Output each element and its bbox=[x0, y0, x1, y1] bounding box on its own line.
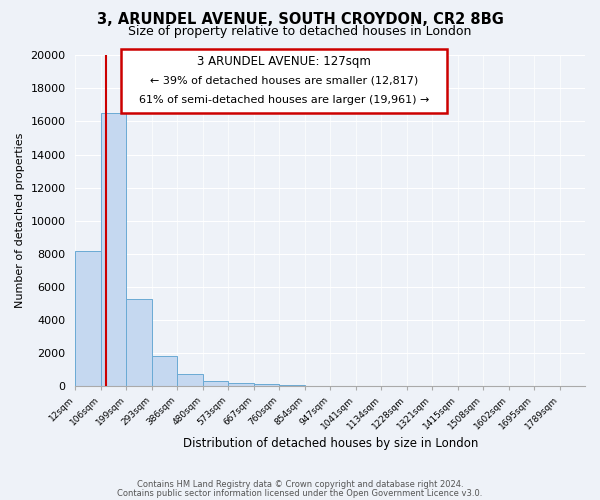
Bar bbox=[152, 356, 178, 386]
Text: Contains public sector information licensed under the Open Government Licence v3: Contains public sector information licen… bbox=[118, 488, 482, 498]
Text: 3, ARUNDEL AVENUE, SOUTH CROYDON, CR2 8BG: 3, ARUNDEL AVENUE, SOUTH CROYDON, CR2 8B… bbox=[97, 12, 503, 28]
Text: Size of property relative to detached houses in London: Size of property relative to detached ho… bbox=[128, 25, 472, 38]
Y-axis label: Number of detached properties: Number of detached properties bbox=[15, 133, 25, 308]
Bar bbox=[127, 298, 152, 386]
Bar bbox=[203, 382, 228, 386]
Bar bbox=[228, 383, 254, 386]
Text: 61% of semi-detached houses are larger (19,961) →: 61% of semi-detached houses are larger (… bbox=[139, 96, 430, 106]
Bar bbox=[76, 250, 101, 386]
Bar bbox=[178, 374, 203, 386]
Text: ← 39% of detached houses are smaller (12,817): ← 39% of detached houses are smaller (12… bbox=[150, 76, 418, 86]
Text: 3 ARUNDEL AVENUE: 127sqm: 3 ARUNDEL AVENUE: 127sqm bbox=[197, 55, 371, 68]
Text: Contains HM Land Registry data © Crown copyright and database right 2024.: Contains HM Land Registry data © Crown c… bbox=[137, 480, 463, 489]
Bar bbox=[101, 113, 127, 386]
X-axis label: Distribution of detached houses by size in London: Distribution of detached houses by size … bbox=[182, 437, 478, 450]
Bar bbox=[254, 384, 279, 386]
FancyBboxPatch shape bbox=[121, 48, 448, 113]
